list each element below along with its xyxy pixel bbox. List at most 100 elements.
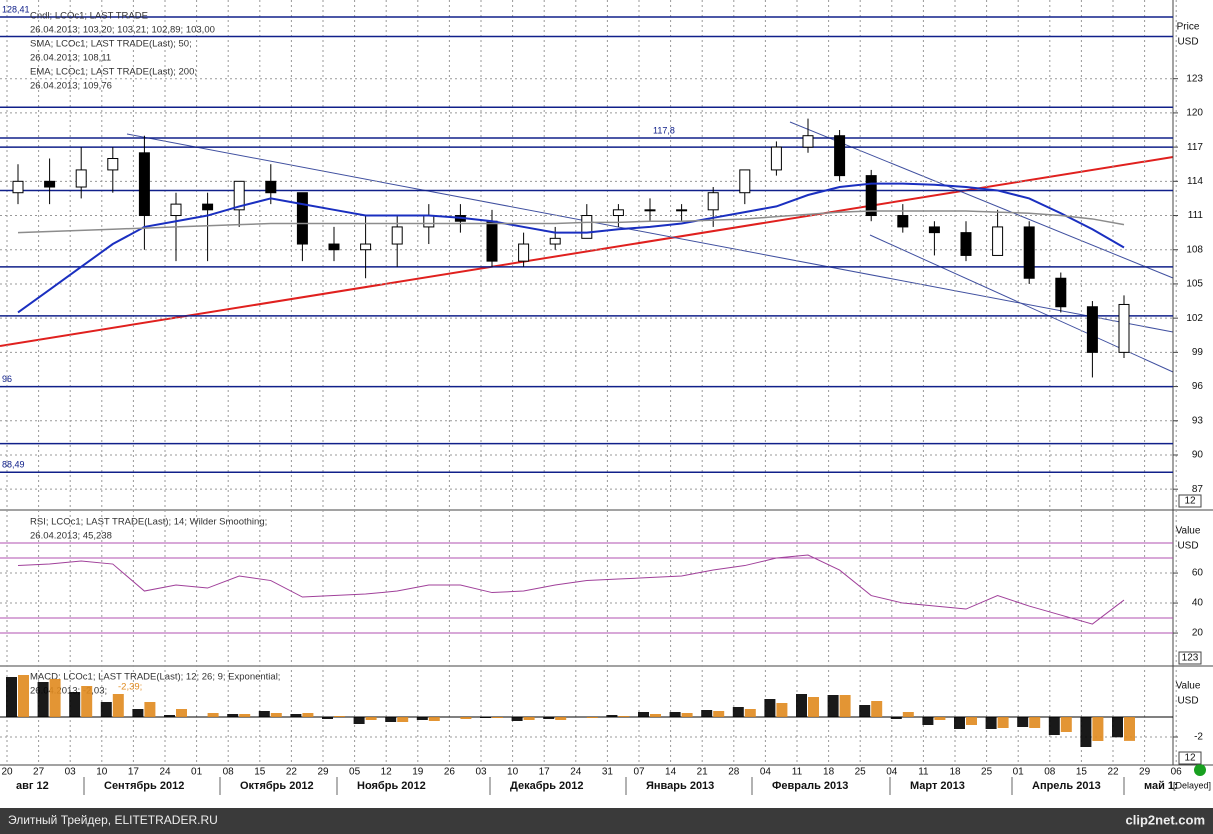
y-axis-label: Price (1177, 22, 1200, 33)
macd-bar (681, 713, 693, 717)
y-tick-label: 120 (1186, 108, 1203, 119)
y-tick-label: 123 (1186, 73, 1203, 84)
candle-body (328, 243, 340, 251)
macd-bar (416, 717, 428, 720)
macd-bar (1017, 717, 1029, 727)
y-tick-label: -2 (1194, 732, 1203, 743)
macd-bar (954, 717, 965, 729)
y-tick-label: 87 (1192, 484, 1204, 495)
status-light (1194, 764, 1206, 776)
axis-panel (1173, 0, 1213, 808)
month-label: Ноябрь 2012 (357, 780, 426, 792)
macd-bar (808, 697, 819, 717)
candle-body (960, 232, 972, 256)
candle-body (170, 203, 182, 217)
legend-text: 26.04.2013; -2,03; (30, 686, 107, 697)
trend-line (789, 121, 1174, 279)
macd-bar (902, 712, 914, 717)
candle-body (1086, 306, 1098, 353)
macd-bar (385, 717, 397, 722)
y-axis-unit: USD (1177, 696, 1198, 707)
macd-bar (997, 717, 1009, 728)
candle-body (644, 209, 656, 212)
macd-bar (934, 717, 946, 720)
macd-bar (6, 677, 17, 717)
level-label: 88,49 (2, 460, 25, 470)
y-axis-unit: USD (1177, 541, 1198, 552)
x-tick-label: 10 (96, 767, 108, 778)
macd-bar (511, 717, 523, 721)
x-tick-label: 29 (317, 767, 329, 778)
x-tick-label: 18 (823, 767, 835, 778)
month-label: авг 12 (16, 780, 49, 792)
macd-bar (480, 717, 491, 718)
macd-bar (1124, 717, 1135, 741)
x-tick-label: 24 (570, 767, 582, 778)
macd-bar (606, 715, 618, 717)
macd-bar (1112, 717, 1123, 738)
candle-body (770, 146, 782, 171)
month-label: Октябрь 2012 (240, 780, 314, 792)
macd-bar (732, 707, 744, 717)
candle-body (739, 169, 751, 194)
scale-box (1178, 494, 1202, 508)
macd-bar (859, 705, 871, 717)
candle-body (1055, 277, 1067, 308)
x-tick-label: 11 (918, 767, 929, 778)
macd-bar (428, 717, 440, 721)
level-label: 128,41 (2, 4, 30, 14)
macd-bar (1092, 717, 1104, 741)
macd-bar (618, 716, 630, 717)
macd-bar (322, 717, 333, 719)
macd-bar (18, 675, 29, 717)
candle-body (928, 226, 940, 234)
macd-bar (144, 702, 156, 717)
candle-body (391, 226, 403, 245)
x-tick-label: 15 (254, 767, 266, 778)
candle-body (360, 243, 372, 251)
x-tick-label: 24 (159, 767, 171, 778)
macd-bar (776, 703, 788, 717)
macd-bar (1080, 717, 1092, 747)
y-tick-label: 105 (1186, 279, 1203, 290)
macd-bar (365, 717, 377, 720)
x-tick-label: 08 (223, 767, 235, 778)
legend-text: EMA; LCOc1; LAST TRADE(Last); 200; (30, 67, 197, 78)
macd-bar (555, 717, 567, 720)
macd-bar (176, 709, 187, 717)
x-tick-label: 04 (886, 767, 898, 778)
candle-body (265, 180, 277, 194)
x-tick-label: 22 (1107, 767, 1119, 778)
candle-body (202, 203, 214, 211)
x-tick-label: 25 (855, 767, 867, 778)
candle-body (865, 175, 877, 217)
footer-text: Элитный Трейдер, ELITETRADER.RU (8, 813, 218, 827)
status: [Delayed] (1173, 780, 1211, 790)
candle-body (518, 243, 530, 262)
legend-text: 26.04.2013; 109,76 (30, 81, 112, 92)
macd-bar (227, 714, 239, 717)
scale-box-label: 123 (1182, 653, 1199, 664)
y-tick-label: 96 (1192, 381, 1204, 392)
macd-bar (922, 717, 934, 725)
x-tick-label: 19 (412, 767, 424, 778)
x-tick-label: 31 (602, 767, 614, 778)
x-tick-label: 25 (981, 767, 993, 778)
macd-bar (985, 717, 997, 729)
candle-body (75, 169, 87, 188)
macd-bar (1029, 717, 1041, 728)
x-tick-label: 26 (444, 767, 456, 778)
y-axis-unit: USD (1177, 37, 1198, 48)
macd-bar (1048, 717, 1060, 735)
y-tick-label: 117 (1187, 142, 1203, 153)
month-label: Январь 2013 (646, 780, 714, 792)
macd-bar (701, 710, 713, 717)
macd-bar (650, 714, 661, 717)
macd-bar (239, 714, 251, 717)
x-tick-label: 06 (1171, 767, 1183, 778)
x-tick-label: 14 (665, 767, 677, 778)
x-tick-label: 12 (381, 767, 393, 778)
x-tick-label: 03 (475, 767, 487, 778)
macd-bar (132, 709, 144, 717)
candle-body (549, 237, 561, 245)
